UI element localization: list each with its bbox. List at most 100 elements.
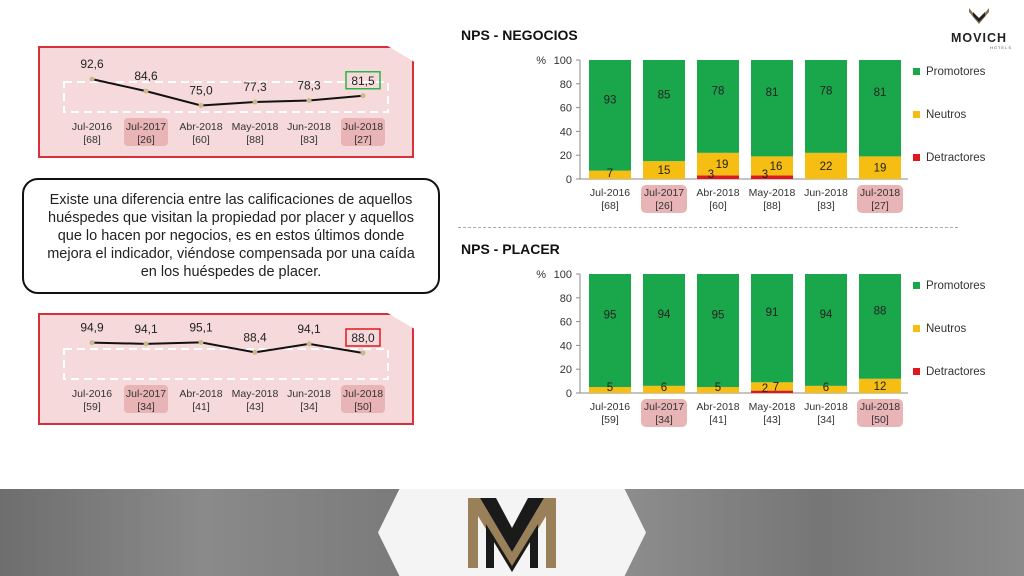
- placer-x-tick-label: Abr-2018: [696, 401, 739, 413]
- placer-x-tick-label: Jun-2018: [804, 401, 848, 413]
- negocios-line-point: [198, 103, 204, 108]
- negocios-line-dashed-frame: [63, 81, 389, 113]
- legend-label-neutros: Neutros: [926, 323, 967, 335]
- placer-bar-neutros: [589, 387, 631, 393]
- negocios-bar-promotores: [805, 60, 847, 153]
- placer-bar-promotores: [805, 274, 847, 386]
- placer-line-tick-label: Jul-2018: [343, 388, 383, 400]
- placer-bar-promotores: [589, 274, 631, 388]
- placer-line-point: [198, 339, 204, 345]
- placer-line-value-label: 95,1: [189, 320, 213, 334]
- placer-count-label: [50]: [871, 414, 889, 426]
- placer-line-tick-label: May-2018: [232, 388, 279, 400]
- placer-bar-neutros: [643, 385, 685, 393]
- negocios-data-label-neutros: 22: [820, 161, 833, 173]
- placer-data-label-neutros: 12: [874, 381, 887, 393]
- placer-x-tick-label: Jul-2017: [644, 401, 684, 413]
- placer-line-value-label: 94,9: [80, 321, 104, 335]
- placer-line-dashed-frame: [63, 348, 389, 380]
- placer-category-highlight: [641, 399, 687, 427]
- negocios-bar-neutros: [643, 161, 685, 179]
- negocios-data-label-neutros: 15: [658, 165, 671, 177]
- negocios-x-tick-label: May-2018: [749, 187, 796, 199]
- legend-detractores: Detractores: [913, 366, 985, 378]
- placer-data-label-neutros: 7: [773, 381, 779, 393]
- negocios-data-label-promotores: 81: [874, 87, 887, 99]
- placer-bar-promotores: [643, 274, 685, 386]
- negocios-line-count-label: [88]: [246, 134, 264, 146]
- legend-label-neutros: Neutros: [926, 109, 967, 121]
- placer-data-label-neutros: 5: [607, 382, 613, 394]
- negocios-data-label-promotores: 81: [766, 87, 779, 99]
- legend-swatch-promotores: [913, 68, 920, 76]
- negocios-data-label-promotores: 93: [604, 94, 617, 106]
- negocios-data-label-detractores: 3: [708, 169, 714, 181]
- negocios-line-point: [252, 99, 258, 105]
- negocios-bar-promotores: [589, 60, 631, 171]
- placer-x-tick-label: Jul-2018: [860, 401, 900, 413]
- placer-line-point: [306, 341, 312, 347]
- placer-line-tick-label: Jul-2016: [72, 388, 112, 400]
- placer-line-point: [143, 341, 149, 347]
- negocios-bar-promotores: [751, 60, 793, 157]
- placer-data-label-promotores: 95: [712, 310, 725, 322]
- placer-count-label: [43]: [763, 414, 781, 426]
- placer-line-point: [252, 349, 258, 355]
- negocios-line-count-label: [83]: [300, 134, 318, 146]
- placer-line-category-highlight: [341, 385, 385, 413]
- placer-line-highlight-box: [345, 328, 381, 347]
- negocios-line-tick-label: May-2018: [232, 121, 279, 133]
- placer-line-chart: 94,9Jul-2016[59]94,1Jul-2017[34]95,1Abr-…: [63, 320, 389, 413]
- placer-bar-detractores: [751, 390, 793, 393]
- negocios-data-label-promotores: 78: [820, 85, 833, 97]
- legend-detractores: Detractores: [913, 152, 985, 164]
- negocios-line-value-label: 84,6: [134, 69, 158, 83]
- negocios-line-count-label: [27]: [354, 134, 372, 146]
- negocios-y-tick-label: 60: [560, 103, 572, 115]
- negocios-category-highlight: [641, 185, 687, 213]
- placer-line-panel: 94,9 Jul-2016 [59] 94,1 Jul-2017 [34] 95,1 Abr-…: [38, 313, 414, 425]
- logo-name: MOVICH: [951, 31, 1007, 45]
- negocios-line-count-label: [68]: [83, 134, 101, 146]
- negocios-line-point: [306, 98, 312, 104]
- placer-data-label-neutros: 6: [823, 382, 829, 394]
- placer-line-point: [89, 340, 95, 346]
- placer-bar-neutros: [805, 385, 847, 393]
- placer-line-value-label: 88,0: [351, 331, 375, 345]
- negocios-count-label: [83]: [817, 200, 835, 212]
- negocios-x-tick-label: Jun-2018: [804, 187, 848, 199]
- negocios-data-label-neutros: 7: [607, 168, 613, 180]
- negocios-bar-detractores: [751, 175, 793, 179]
- placer-line-value-label: 94,1: [297, 322, 321, 336]
- negocios-line-point: [89, 76, 95, 82]
- negocios-line-category-highlight: [341, 118, 385, 146]
- movich-logo-mark: [969, 8, 989, 24]
- placer-y-tick-label: 80: [560, 293, 572, 305]
- movich-logo: MOVICH HOTELS: [946, 8, 1012, 50]
- legend-neutros: Neutros: [913, 323, 966, 335]
- negocios-line-tick-label: Abr-2018: [179, 121, 222, 133]
- placer-line-tick-label: Jul-2017: [126, 388, 166, 400]
- placer-line-count-label: [41]: [192, 401, 210, 413]
- placer-count-label: [34]: [817, 414, 835, 426]
- placer-bar-promotores: [697, 274, 739, 388]
- legend-label-promotores: Promotores: [926, 280, 986, 292]
- legend-swatch-detractores: [913, 368, 920, 376]
- placer-bar-neutros: [751, 382, 793, 391]
- placer-legend: Promotores Neutros Detractores: [913, 280, 1013, 390]
- negocios-count-label: [60]: [709, 200, 727, 212]
- placer-line-point: [360, 350, 366, 356]
- negocios-count-label: [27]: [871, 200, 889, 212]
- negocios-data-label-promotores: 78: [712, 85, 725, 97]
- negocios-bar-neutros: [697, 152, 739, 176]
- placer-line-value-label: 88,4: [243, 330, 267, 344]
- negocios-line-tick-label: Jul-2016: [72, 121, 112, 133]
- placer-category-highlight: [857, 399, 903, 427]
- legend-label-promotores: Promotores: [926, 66, 986, 78]
- section-divider: [458, 227, 958, 228]
- placer-y-tick-label: 40: [560, 340, 572, 352]
- placer-bar-chart: 020406080100%595Jul-2016[59]694Jul-2017[…: [536, 269, 908, 427]
- placer-bar-promotores: [859, 274, 901, 379]
- negocios-line-series-line: [91, 78, 364, 107]
- negocios-data-label-promotores: 85: [658, 90, 671, 102]
